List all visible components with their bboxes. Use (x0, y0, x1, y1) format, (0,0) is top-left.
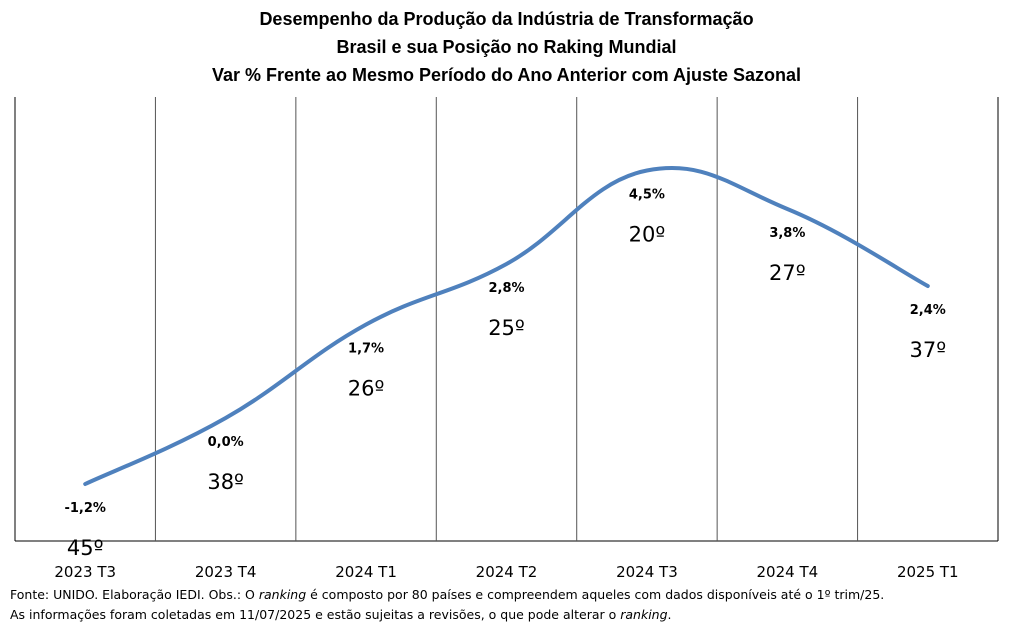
chart-title: Desempenho da Produção da Indústria de T… (0, 5, 1013, 89)
rank-label: 45º (67, 536, 104, 560)
rank-label: 38º (207, 470, 244, 494)
rank-label: 20º (629, 223, 666, 247)
rank-label: 26º (348, 377, 385, 401)
note-line-2: As informações foram coletadas em 11/07/… (10, 605, 884, 625)
rank-label: 25º (488, 316, 525, 340)
note-line-2-em: ranking (620, 607, 668, 622)
x-axis-ticks: 2023 T3 2023 T4 2024 T1 2024 T2 2024 T3 2024 … (54, 563, 958, 581)
value-label: 3,8% (769, 226, 805, 241)
data-labels: -1,2% 45º 0,0% 38º 1,7% 26º 2,8% 25º 4,5% 20º 3,8%… (64, 188, 946, 561)
note-line-1-b: é composto por 80 países e compreendem a… (306, 587, 885, 602)
note-line-2-a: As informações foram coletadas em 11/07/… (10, 607, 621, 622)
value-label: 4,5% (629, 188, 665, 203)
x-tick-label: 2024 T3 (616, 563, 678, 581)
value-label: -1,2% (64, 501, 105, 516)
value-label: 0,0% (208, 435, 244, 450)
series-line (83, 165, 930, 486)
value-label: 2,4% (910, 303, 946, 318)
x-tick-label: 2024 T4 (757, 563, 819, 581)
gridlines (14, 97, 999, 542)
note-line-1-em: ranking (258, 587, 307, 602)
x-tick-label: 2023 T3 (54, 563, 116, 581)
value-label: 2,8% (488, 281, 524, 296)
x-tick-label: 2024 T2 (476, 563, 538, 581)
note-line-2-b: . (667, 607, 672, 622)
note-line-1: Fonte: UNIDO. Elaboração IEDI. Obs.: O r… (10, 585, 884, 605)
x-tick-label: 2023 T4 (195, 563, 257, 581)
title-line-1: Desempenho da Produção da Indústria de T… (259, 9, 754, 29)
x-tick-label: 2025 T1 (897, 563, 959, 581)
note-line-1-a: Fonte: UNIDO. Elaboração IEDI. Obs.: O (10, 587, 259, 602)
source-notes: Fonte: UNIDO. Elaboração IEDI. Obs.: O r… (10, 585, 884, 625)
title-line-3: Var % Frente ao Mesmo Período do Ano Ant… (211, 65, 802, 85)
title-line-2: Brasil e sua Posição no Raking Mundial (336, 37, 677, 57)
rank-label: 37º (909, 338, 946, 362)
value-label: 1,7% (348, 342, 384, 357)
x-tick-label: 2024 T1 (335, 563, 397, 581)
rank-label: 27º (769, 261, 806, 285)
